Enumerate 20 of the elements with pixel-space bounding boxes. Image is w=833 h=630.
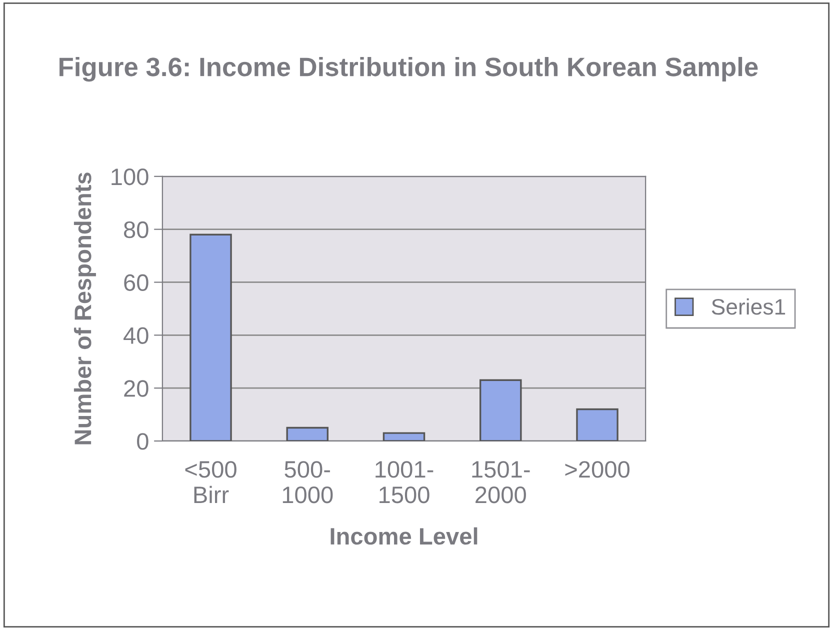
legend-label: Series1: [712, 298, 786, 315]
x-tick-label: 1501- 2000: [472, 461, 530, 504]
x-tick-label: 500- 1000: [282, 461, 333, 504]
chart-title: Figure 3.6: Income Distribution in South Korean Sample: [60, 56, 758, 82]
bar: [576, 408, 618, 441]
x-tick-label: >2000: [565, 461, 630, 478]
bar: [382, 432, 426, 441]
y-tick-label: 60: [124, 274, 148, 292]
y-tick-label: 80: [124, 221, 148, 238]
x-tick-label: <500 Birr: [185, 461, 236, 503]
bar: [286, 426, 329, 441]
y-tick-label: 40: [124, 327, 148, 344]
x-tick-label: 1001- 1500: [376, 461, 434, 504]
y-axis-title: Number of Respondents: [74, 172, 96, 444]
x-axis-title: Income Level: [330, 527, 478, 545]
y-tick-label: 100: [112, 168, 148, 186]
y-tick-label: 20: [124, 380, 148, 397]
bar: [190, 234, 232, 441]
y-tick-label: 0: [137, 433, 148, 450]
bar: [480, 379, 522, 441]
